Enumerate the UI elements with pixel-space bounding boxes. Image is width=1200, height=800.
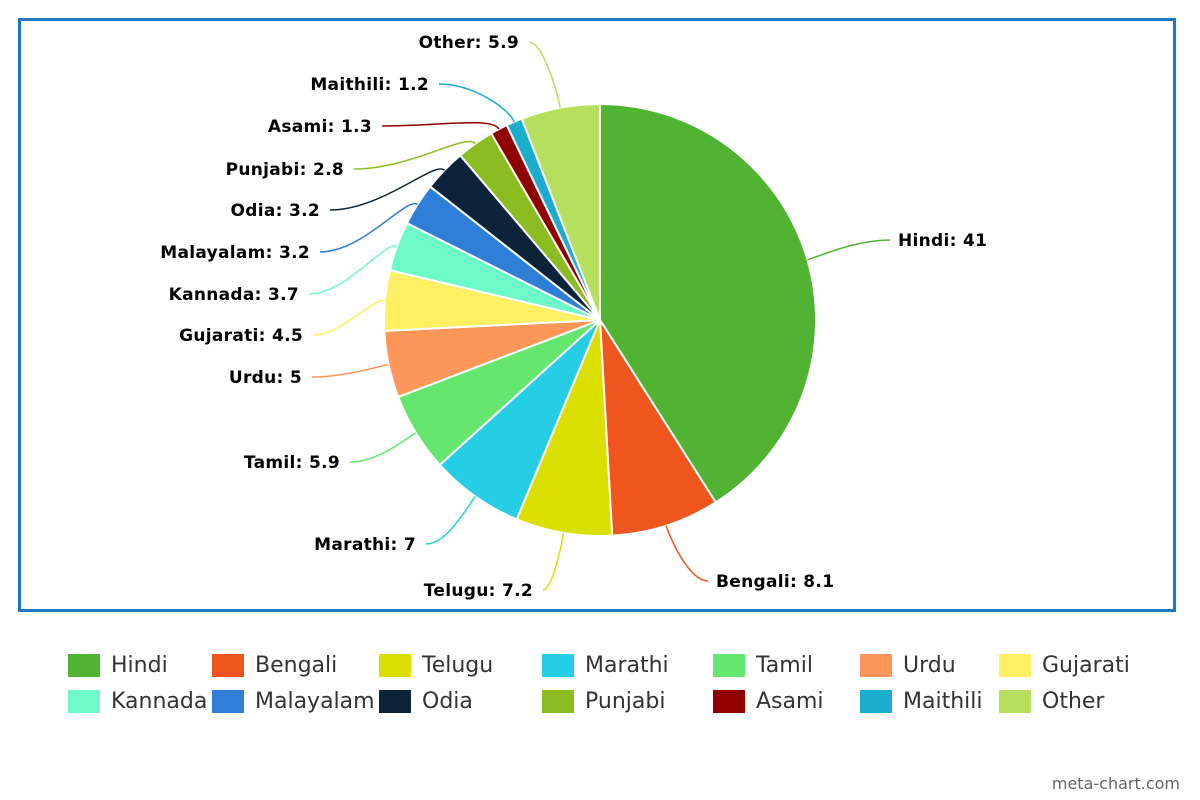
legend-swatch — [860, 689, 892, 713]
legend-item-gujarati[interactable]: Gujarati — [999, 650, 1130, 680]
legend-label: Maithili — [903, 688, 983, 714]
legend-swatch — [999, 689, 1031, 713]
connector-other — [528, 41, 561, 108]
legend-label: Other — [1042, 688, 1105, 714]
slice-label-tamil: Tamil: 5.9 — [244, 453, 340, 473]
legend-label: Odia — [422, 688, 473, 714]
slice-label-bengali: Bengali: 8.1 — [716, 572, 834, 592]
connector-urdu — [311, 363, 389, 378]
legend-swatch — [713, 653, 745, 677]
legend-item-punjabi[interactable]: Punjabi — [542, 686, 665, 716]
legend-label: Telugu — [422, 652, 494, 678]
slice-label-telugu: Telugu: 7.2 — [424, 581, 533, 601]
legend-swatch — [68, 653, 100, 677]
slice-label-asami: Asami: 1.3 — [268, 117, 372, 137]
credit-text: meta-chart.com — [1051, 774, 1180, 793]
legend-item-kannada[interactable]: Kannada — [68, 686, 207, 716]
legend-item-hindi[interactable]: Hindi — [68, 650, 168, 680]
legend-swatch — [542, 689, 574, 713]
connector-bengali — [665, 525, 709, 582]
connector-asami — [381, 121, 500, 130]
legend-swatch — [212, 689, 244, 713]
legend-item-malayalam[interactable]: Malayalam — [212, 686, 375, 716]
legend-label: Tamil — [756, 652, 813, 678]
slice-label-maithili: Maithili: 1.2 — [310, 75, 429, 95]
slice-label-gujarati: Gujarati: 4.5 — [179, 326, 303, 346]
legend-label: Marathi — [585, 652, 669, 678]
connector-kannada — [308, 245, 398, 295]
legend-label: Punjabi — [585, 688, 666, 714]
legend-label: Gujarati — [1042, 652, 1130, 678]
legend-item-bengali[interactable]: Bengali — [212, 650, 337, 680]
legend-swatch — [542, 653, 574, 677]
slice-label-other: Other: 5.9 — [419, 33, 519, 53]
legend-item-maithili[interactable]: Maithili — [860, 686, 982, 716]
slice-label-hindi: Hindi: 41 — [898, 231, 987, 251]
connector-telugu — [542, 532, 565, 591]
legend-label: Bengali — [255, 652, 338, 678]
connector-marathi — [425, 495, 476, 545]
legend-label: Malayalam — [255, 688, 375, 714]
legend-swatch — [379, 653, 411, 677]
slice-label-marathi: Marathi: 7 — [314, 535, 416, 555]
slice-label-malayalam: Malayalam: 3.2 — [160, 243, 310, 263]
legend-swatch — [212, 653, 244, 677]
legend-item-asami[interactable]: Asami — [713, 686, 824, 716]
legend-label: Hindi — [111, 652, 168, 678]
pie-slice-bengali[interactable] — [599, 319, 717, 537]
legend-item-telugu[interactable]: Telugu — [379, 650, 493, 680]
connector-malayalam — [319, 202, 419, 253]
pie-slice-other[interactable] — [520, 103, 601, 321]
legend-item-other[interactable]: Other — [999, 686, 1104, 716]
slice-label-kannada: Kannada: 3.7 — [169, 285, 299, 305]
legend-swatch — [68, 689, 100, 713]
legend-label: Urdu — [903, 652, 956, 678]
slice-label-odia: Odia: 3.2 — [231, 201, 320, 221]
slice-label-urdu: Urdu: 5 — [229, 368, 302, 388]
legend-item-marathi[interactable]: Marathi — [542, 650, 669, 680]
connector-punjabi — [353, 140, 476, 170]
slice-label-punjabi: Punjabi: 2.8 — [226, 160, 344, 180]
connector-hindi — [807, 239, 891, 261]
legend-item-odia[interactable]: Odia — [379, 686, 473, 716]
pie-chart: Hindi: 41 Bengali: 8.1 Telugu: 7.2 Marathi:… — [160, 33, 987, 601]
legend-label: Kannada — [111, 688, 208, 714]
legend-swatch — [379, 689, 411, 713]
chart-frame: Hindi: 41 Bengali: 8.1 Telugu: 7.2 Marathi:… — [18, 18, 1176, 612]
connector-tamil — [349, 432, 417, 463]
connector-odia — [329, 168, 445, 211]
legend-swatch — [713, 689, 745, 713]
legend-swatch — [860, 653, 892, 677]
legend-label: Asami — [756, 688, 824, 714]
legend-item-urdu[interactable]: Urdu — [860, 650, 956, 680]
connector-gujarati — [312, 299, 385, 336]
legend-item-tamil[interactable]: Tamil — [713, 650, 813, 680]
legend-swatch — [999, 653, 1031, 677]
connector-maithili — [438, 83, 515, 123]
